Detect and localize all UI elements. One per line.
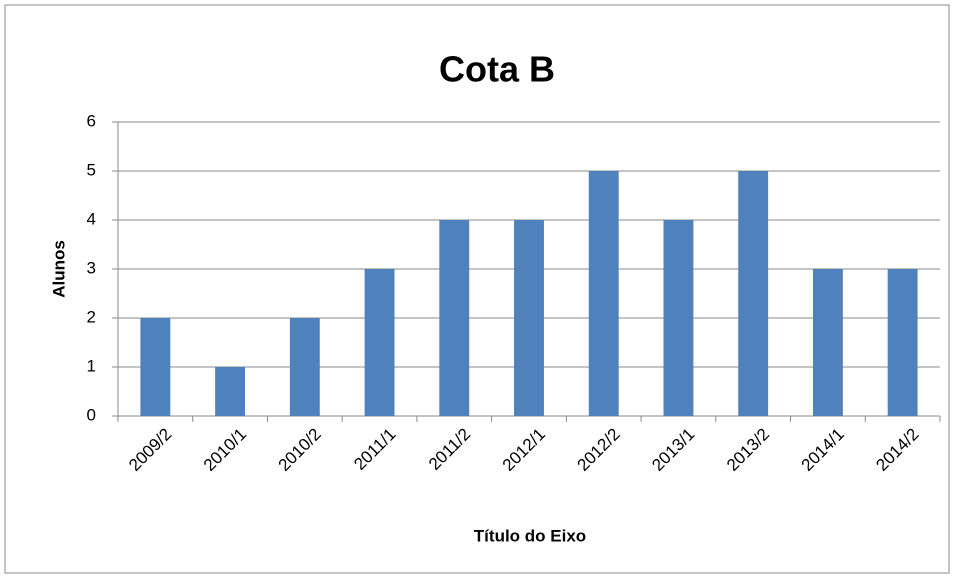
bar <box>514 220 544 416</box>
bar <box>887 269 918 416</box>
x-axis-label: Título do Eixo <box>474 526 586 545</box>
bar <box>439 220 470 416</box>
y-tick-label: 4 <box>87 209 96 228</box>
bar <box>289 318 320 416</box>
y-tick-label: 5 <box>87 160 96 179</box>
y-tick-label: 1 <box>87 356 96 375</box>
bar <box>663 220 694 416</box>
bar <box>140 318 171 416</box>
y-tick-label: 2 <box>87 307 96 326</box>
chart-border <box>4 4 950 574</box>
y-tick-label: 6 <box>87 111 96 130</box>
bar <box>215 367 246 416</box>
chart-title: Cota B <box>439 49 555 90</box>
y-tick-label: 3 <box>87 258 96 277</box>
bar <box>588 171 619 416</box>
bar <box>812 269 843 416</box>
bar <box>738 171 769 416</box>
y-tick-label: 0 <box>87 405 96 424</box>
bar <box>364 269 395 416</box>
y-axis-label: Alunos <box>49 240 68 298</box>
